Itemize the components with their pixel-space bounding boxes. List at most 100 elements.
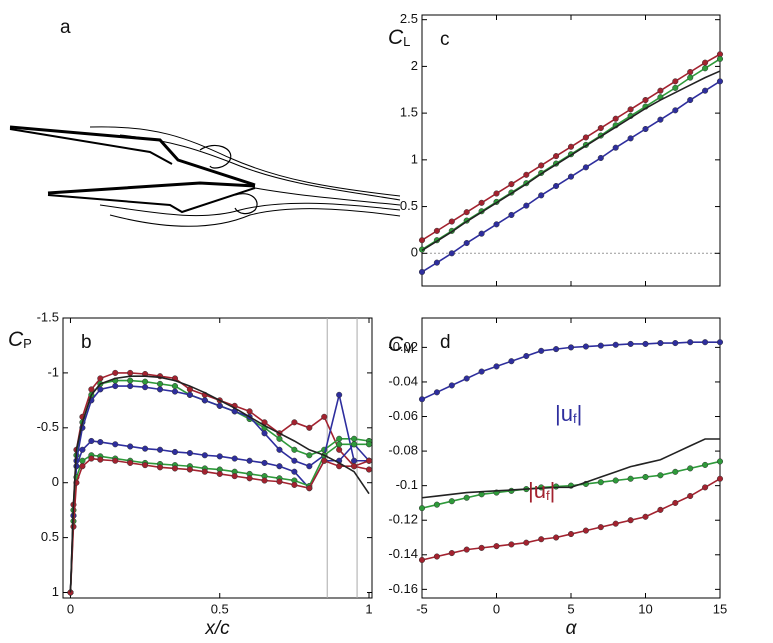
point	[478, 368, 485, 375]
point	[553, 534, 560, 541]
point	[538, 192, 545, 199]
label-main: C	[8, 328, 24, 351]
point	[523, 202, 530, 209]
point	[642, 125, 649, 133]
point	[276, 478, 283, 485]
point	[657, 340, 664, 347]
point	[597, 125, 604, 132]
y-tick-label: 0.5	[400, 198, 418, 213]
point	[582, 527, 589, 534]
point	[201, 452, 208, 459]
point	[478, 199, 485, 206]
point	[261, 459, 268, 466]
label: CM	[388, 333, 414, 357]
point	[246, 457, 253, 464]
point	[523, 171, 530, 178]
point	[112, 457, 119, 464]
plot-frame	[421, 317, 721, 599]
point	[171, 465, 179, 472]
point	[642, 340, 649, 347]
point	[127, 459, 134, 466]
point	[186, 466, 193, 473]
point	[657, 506, 664, 513]
panel-label: d	[440, 332, 451, 353]
point	[216, 453, 223, 460]
point	[538, 536, 545, 543]
point	[142, 384, 149, 391]
point	[657, 472, 664, 479]
point	[627, 106, 634, 113]
point	[448, 250, 455, 257]
label: CP	[8, 328, 32, 352]
y-tick-label: -1.5	[37, 309, 59, 324]
point	[97, 375, 104, 382]
label-main: |u	[528, 478, 546, 503]
point	[463, 239, 470, 247]
point	[365, 441, 373, 448]
point	[186, 391, 193, 398]
point	[127, 369, 134, 376]
point	[687, 492, 694, 500]
label-subscript: M	[403, 341, 414, 356]
point	[597, 479, 604, 486]
point	[702, 461, 709, 468]
label: CL	[388, 26, 410, 50]
point	[433, 259, 440, 266]
point	[567, 143, 575, 150]
y-tick-label: 2	[411, 58, 418, 73]
y-tick-label: 2.5	[400, 11, 418, 26]
x-axis-label: α	[566, 618, 578, 638]
x-tick-label: 15	[713, 601, 727, 616]
label-subscript: L	[403, 34, 410, 49]
point	[216, 402, 223, 409]
point	[261, 430, 268, 437]
point	[702, 339, 709, 346]
point	[508, 181, 515, 188]
point	[291, 457, 298, 464]
point	[142, 378, 149, 385]
point	[97, 439, 104, 446]
point	[448, 498, 455, 505]
y-tick-label: -0.02	[388, 339, 418, 354]
point	[246, 408, 253, 415]
point	[216, 470, 223, 477]
label: |uf|	[555, 401, 582, 427]
point	[553, 346, 560, 353]
point	[716, 78, 724, 85]
point	[612, 115, 619, 122]
point	[127, 383, 134, 390]
point	[186, 450, 193, 457]
point	[171, 448, 179, 456]
point	[553, 182, 560, 190]
point	[351, 457, 358, 464]
point	[433, 553, 440, 560]
y-tick-label: -0.06	[388, 408, 418, 423]
point	[702, 59, 709, 66]
y-tick-label: 1	[411, 151, 418, 166]
x-axis-label: x/c	[204, 618, 230, 638]
label-main: |u	[555, 401, 573, 426]
point	[508, 211, 515, 219]
point	[418, 268, 426, 276]
point	[306, 452, 313, 459]
point	[418, 396, 426, 403]
point	[97, 456, 104, 463]
point	[276, 435, 283, 442]
point	[418, 237, 426, 244]
point	[246, 475, 253, 482]
point	[433, 389, 440, 396]
point	[448, 382, 455, 389]
x-tick-label: 10	[638, 601, 652, 616]
point	[702, 484, 709, 491]
point	[306, 424, 313, 431]
panel-label: a	[60, 17, 71, 38]
y-tick-label: -0.14	[388, 546, 418, 561]
series-line	[421, 70, 721, 252]
point	[351, 441, 358, 448]
point	[493, 363, 500, 370]
point	[306, 463, 313, 470]
point	[687, 339, 694, 346]
y-tick-label: 1.5	[400, 105, 418, 120]
point	[127, 443, 134, 450]
y-tick-label: 0	[52, 474, 59, 489]
